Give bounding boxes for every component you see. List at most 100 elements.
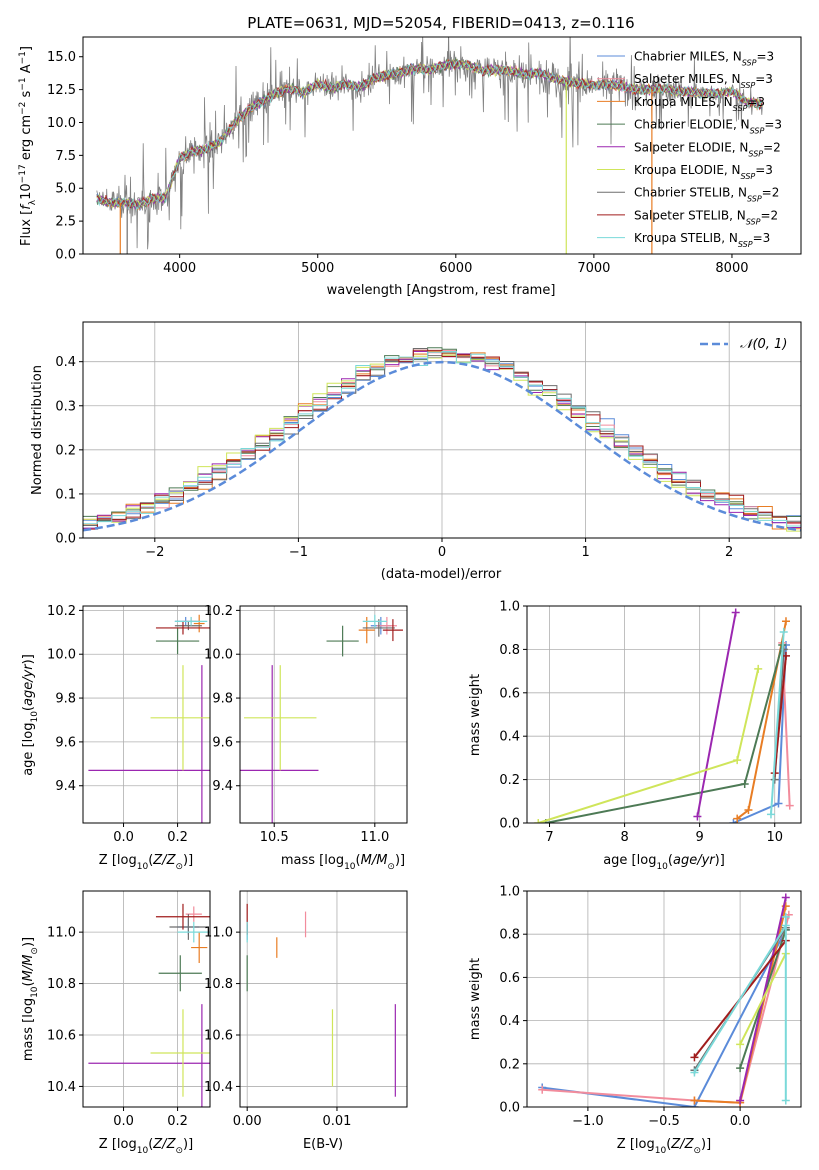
weight-marker bbox=[731, 608, 740, 617]
weight-marker bbox=[781, 617, 790, 626]
x-tick-label: 0.0 bbox=[113, 830, 134, 845]
spectrum-plot-area bbox=[96, 37, 763, 254]
weight-marker bbox=[690, 1068, 699, 1077]
weight-age-y-label: mass weight bbox=[468, 674, 483, 756]
y-tick-label: 10.0 bbox=[47, 648, 76, 663]
y-tick-label: 10.4 bbox=[47, 1080, 76, 1095]
weight-marker bbox=[736, 1040, 745, 1049]
spectrum-legend: Chabrier MILES, NSSP=3 Salpeter MILES, NS… bbox=[597, 50, 782, 249]
y-tick-label: 11.0 bbox=[204, 926, 233, 941]
y-tick-label: 0.6 bbox=[499, 971, 520, 986]
age_vs_mass-frame bbox=[239, 605, 408, 824]
weight_vs_Z-axes: −1.0 −0.5 0.0 0.0 0.2 0.4 0.6 0.8 1.0 Z [log10(Z/… bbox=[468, 885, 802, 1156]
weight-marker bbox=[733, 756, 742, 765]
mass-y-label: mass [log10(M/M⊙)] bbox=[21, 937, 40, 1061]
x-tick-label: 6000 bbox=[439, 261, 472, 276]
weight-marker bbox=[781, 651, 790, 660]
y-tick-label: 1.0 bbox=[499, 600, 520, 615]
y-tick-label: 15.0 bbox=[47, 50, 76, 65]
weight-line bbox=[545, 644, 784, 823]
figure-title: PLATE=0631, MJD=52054, FIBERID=0413, z=0… bbox=[247, 14, 634, 32]
y-tick-label: 9.6 bbox=[212, 735, 233, 750]
weight-marker bbox=[736, 1096, 745, 1105]
x-tick-label: 0.0 bbox=[730, 1114, 751, 1129]
y-tick-label: 5.0 bbox=[55, 182, 76, 197]
legend-label: Kroupa ELODIE, NSSP=3 bbox=[634, 163, 773, 181]
y-tick-label: 2.5 bbox=[55, 215, 76, 230]
y-tick-label: 0.6 bbox=[499, 686, 520, 701]
age-Z-x-label: Z [log10(Z/Z⊙)] bbox=[99, 853, 193, 872]
x-tick-label: 5000 bbox=[301, 261, 334, 276]
x-tick-label: 0.2 bbox=[167, 830, 188, 845]
weight-line bbox=[781, 642, 791, 806]
y-tick-label: 9.4 bbox=[212, 779, 233, 794]
y-tick-label: 9.8 bbox=[55, 692, 76, 707]
x-tick-label: 1 bbox=[581, 545, 589, 560]
y-tick-label: 0.2 bbox=[499, 773, 520, 788]
spectrum-axes: 4000 5000 6000 7000 8000 0.0 2.5 5.0 7.5 10.0 12.5… bbox=[18, 36, 802, 298]
y-tick-label: 10.8 bbox=[204, 977, 233, 992]
x-tick-label: 2 bbox=[725, 545, 733, 560]
y-tick-label: 0.8 bbox=[499, 928, 520, 943]
residuals-axes: −2 −1 0 1 2 0.0 0.1 0.2 0.3 0.4 𝒩(0, 1) (data-model… bbox=[30, 321, 802, 582]
mass_vs_ebv-plot-area bbox=[240, 891, 407, 1107]
age-mass-x-label: mass [log10(M/M⊙)] bbox=[281, 853, 405, 872]
y-tick-label: 0.4 bbox=[55, 355, 76, 370]
x-tick-label: −1 bbox=[289, 545, 308, 560]
y-tick-label: 0.2 bbox=[55, 443, 76, 458]
legend-label: 𝒩(0, 1) bbox=[740, 337, 787, 352]
y-tick-label: 10.4 bbox=[204, 1080, 233, 1095]
y-tick-label: 0.0 bbox=[499, 1101, 520, 1116]
residuals-plot-area bbox=[83, 322, 801, 538]
y-tick-label: 10.6 bbox=[47, 1029, 76, 1044]
weight-marker bbox=[534, 819, 543, 823]
x-tick-label: −1.0 bbox=[572, 1114, 604, 1129]
weight-marker bbox=[740, 779, 749, 788]
mass_vs_Z-axes: 0.0 0.2 10.4 10.6 10.8 11.0 Z [log10(Z/Z⊙)] mas… bbox=[21, 890, 211, 1156]
x-tick-label: 7000 bbox=[577, 261, 610, 276]
x-tick-label: 11.0 bbox=[360, 830, 389, 845]
spectrum-frame bbox=[82, 36, 802, 255]
x-tick-label: 8 bbox=[620, 830, 628, 845]
y-tick-label: 0.4 bbox=[499, 730, 520, 745]
x-tick-label: 0.0 bbox=[113, 1114, 134, 1129]
mass_vs_ebv-axes: 0.00 0.01 10.4 10.6 10.8 11.0 E(B-V) bbox=[204, 890, 408, 1152]
weight_vs_age-plot-area bbox=[527, 606, 801, 823]
y-tick-label: 10.2 bbox=[204, 604, 233, 619]
legend-label: Kroupa MILES, NSSP=3 bbox=[634, 95, 765, 113]
weight-line bbox=[696, 612, 737, 817]
weight-Z-y-label: mass weight bbox=[468, 958, 483, 1040]
x-tick-label: 4000 bbox=[163, 261, 196, 276]
weight-marker bbox=[781, 912, 790, 921]
age_vs_Z-axes: 0.0 0.2 9.4 9.6 9.8 10.0 10.2 Z [log10(Z/Z⊙)] ag… bbox=[21, 604, 211, 872]
x-tick-label: 0.2 bbox=[167, 1114, 188, 1129]
weight-marker bbox=[754, 664, 763, 673]
model-line-kroupa_stelib bbox=[96, 59, 763, 212]
weight-line bbox=[770, 631, 785, 815]
mass-Z-x-label: Z [log10(Z/Z⊙)] bbox=[99, 1137, 193, 1156]
weight-marker bbox=[690, 1096, 699, 1105]
weight-line bbox=[537, 668, 760, 823]
x-tick-label: 0.01 bbox=[322, 1114, 351, 1129]
y-tick-label: 0.0 bbox=[499, 817, 520, 832]
weight-marker bbox=[781, 1096, 790, 1105]
age_vs_mass-axes: 10.5 11.0 9.4 9.6 9.8 10.0 10.2 mass [log10(M/M… bbox=[204, 604, 408, 872]
y-tick-label: 1.0 bbox=[499, 885, 520, 900]
x-tick-label: 0.00 bbox=[233, 1114, 262, 1129]
weight-Z-x-label: Z [log10(Z/Z⊙)] bbox=[617, 1137, 711, 1156]
mass_vs_ebv-frame bbox=[239, 890, 408, 1108]
weight-line bbox=[739, 953, 787, 1045]
weight-marker bbox=[785, 801, 794, 810]
mass_vs_Z-plot-area bbox=[83, 891, 210, 1107]
y-tick-label: 10.2 bbox=[47, 604, 76, 619]
x-tick-label: −2 bbox=[145, 545, 164, 560]
x-tick-label: 10 bbox=[766, 830, 783, 845]
weight_vs_age-axes: 7 8 9 10 0.0 0.2 0.4 0.6 0.8 1.0 age [log10(age/yr… bbox=[468, 600, 802, 872]
y-tick-label: 0.1 bbox=[55, 487, 76, 502]
normal-curve-line bbox=[83, 360, 801, 532]
x-tick-label: 10.5 bbox=[260, 830, 289, 845]
y-tick-label: 0.3 bbox=[55, 399, 76, 414]
weight-line bbox=[542, 914, 790, 1104]
weight-marker bbox=[774, 799, 783, 808]
x-tick-label: 7 bbox=[545, 830, 553, 845]
